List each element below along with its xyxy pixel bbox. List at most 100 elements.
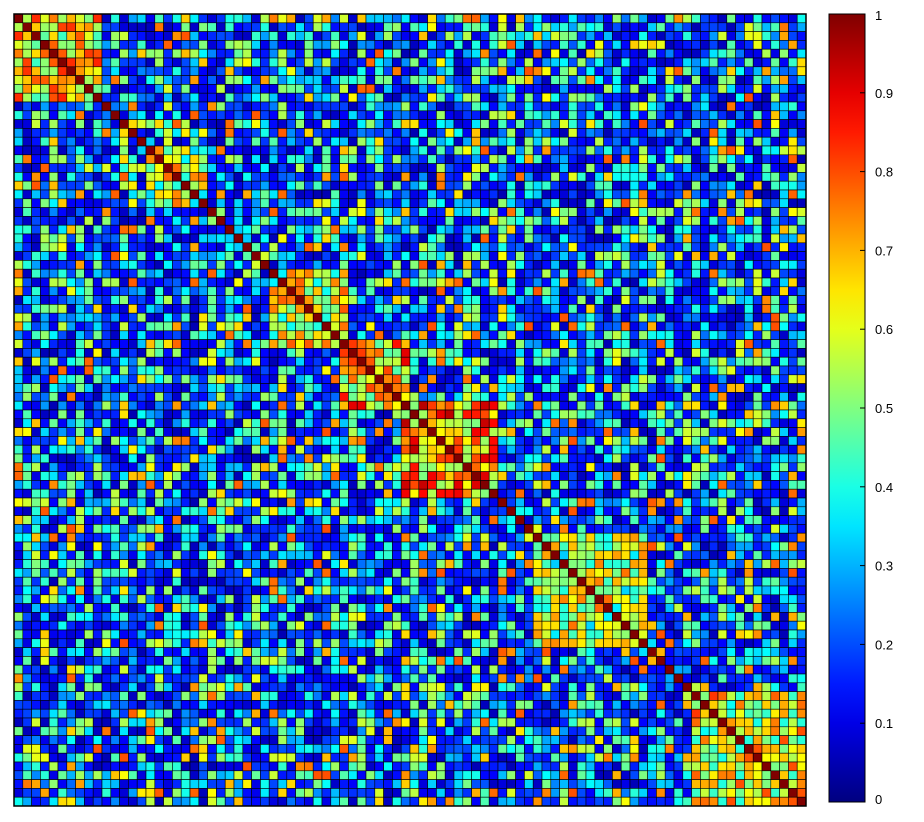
heatmap-cell [172, 22, 182, 32]
heatmap-cell [312, 427, 323, 437]
heatmap-cell [295, 330, 305, 340]
heatmap-cell [708, 330, 719, 340]
heatmap-cell [788, 348, 798, 358]
heatmap-cell [550, 471, 560, 481]
heatmap-cell [744, 312, 754, 323]
heatmap-cell [207, 330, 217, 340]
heatmap-cell [471, 66, 481, 76]
heatmap-cell [788, 383, 798, 393]
heatmap-cell [242, 128, 252, 138]
heatmap-cell [268, 154, 279, 164]
heatmap-cell [752, 128, 763, 138]
heatmap-cell [348, 348, 358, 358]
heatmap-cell [717, 242, 728, 252]
heatmap-cell [110, 40, 120, 50]
heatmap-cell [242, 356, 252, 367]
heatmap-cell [189, 480, 200, 490]
heatmap-cell [339, 13, 349, 24]
heatmap-cell [207, 189, 217, 200]
heatmap-cell [154, 101, 164, 112]
heatmap-cell [304, 330, 314, 340]
heatmap-cell [585, 356, 596, 367]
heatmap-cell [216, 295, 226, 305]
heatmap-cell [75, 216, 85, 226]
heatmap-cell [22, 75, 32, 85]
heatmap-cell [717, 277, 728, 288]
heatmap-cell [277, 57, 288, 68]
heatmap-cell [682, 365, 692, 376]
heatmap-cell [453, 251, 464, 261]
heatmap-cell [480, 444, 490, 455]
heatmap-cell [700, 13, 710, 24]
heatmap-cell [31, 383, 41, 393]
heatmap-cell [647, 136, 657, 147]
heatmap-cell [154, 409, 164, 420]
heatmap-cell [110, 163, 120, 173]
heatmap-cell [110, 409, 120, 420]
heatmap-cell [365, 233, 376, 244]
heatmap-cell [497, 66, 508, 76]
heatmap-cell [66, 207, 76, 217]
heatmap-cell [497, 180, 508, 191]
heatmap-cell [339, 356, 349, 367]
heatmap-cell [471, 136, 481, 147]
heatmap-cell [286, 180, 296, 191]
heatmap-cell [189, 242, 200, 252]
heatmap-cell [119, 119, 129, 129]
heatmap-cell [462, 66, 472, 76]
heatmap-cell [620, 436, 631, 446]
heatmap-cell [321, 110, 332, 120]
heatmap-cell [383, 154, 393, 164]
heatmap-cell [664, 453, 675, 464]
heatmap-cell [752, 189, 763, 200]
heatmap-cell [207, 172, 217, 182]
heatmap-cell [154, 136, 164, 147]
heatmap-cell [84, 136, 94, 147]
heatmap-cell [312, 418, 323, 428]
heatmap-cell [471, 57, 481, 68]
heatmap-cell [365, 145, 376, 156]
heatmap-cell [84, 488, 94, 499]
heatmap-cell [700, 277, 710, 288]
heatmap-cell [101, 471, 112, 481]
heatmap-cell [735, 277, 745, 288]
heatmap-cell [559, 145, 569, 156]
heatmap-cell [101, 92, 112, 103]
heatmap-cell [691, 251, 701, 261]
heatmap-cell [207, 233, 217, 244]
heatmap-cell [268, 312, 279, 323]
heatmap-cell [242, 163, 252, 173]
heatmap-cell [673, 312, 684, 323]
heatmap-cell [101, 268, 112, 279]
heatmap-cell [700, 110, 710, 120]
heatmap-cell [224, 462, 235, 472]
heatmap-cell [216, 356, 226, 367]
heatmap-cell [744, 304, 754, 314]
heatmap-cell [348, 136, 358, 147]
heatmap-cell [374, 128, 384, 138]
heatmap-cell [233, 400, 244, 411]
heatmap-cell [365, 92, 376, 103]
heatmap-cell [744, 57, 754, 68]
heatmap-cell [541, 242, 552, 252]
heatmap-cell [726, 242, 736, 252]
heatmap-cell [128, 207, 138, 217]
heatmap-cell [497, 13, 508, 24]
heatmap-cell [515, 57, 525, 68]
heatmap-cell [700, 57, 710, 68]
heatmap-cell [682, 383, 692, 393]
heatmap-cell [110, 128, 120, 138]
heatmap-cell [312, 216, 323, 226]
heatmap-cell [365, 66, 376, 76]
heatmap-cell [585, 57, 596, 68]
heatmap-cell [321, 84, 332, 94]
heatmap-cell [488, 268, 499, 279]
heatmap-cell [629, 189, 640, 200]
heatmap-cell [515, 242, 525, 252]
heatmap-cell [488, 462, 499, 472]
heatmap-cell [735, 163, 745, 173]
heatmap-cell [277, 418, 288, 428]
heatmap-cell [163, 92, 173, 103]
heatmap-cell [761, 198, 772, 208]
heatmap-cell [726, 251, 736, 261]
